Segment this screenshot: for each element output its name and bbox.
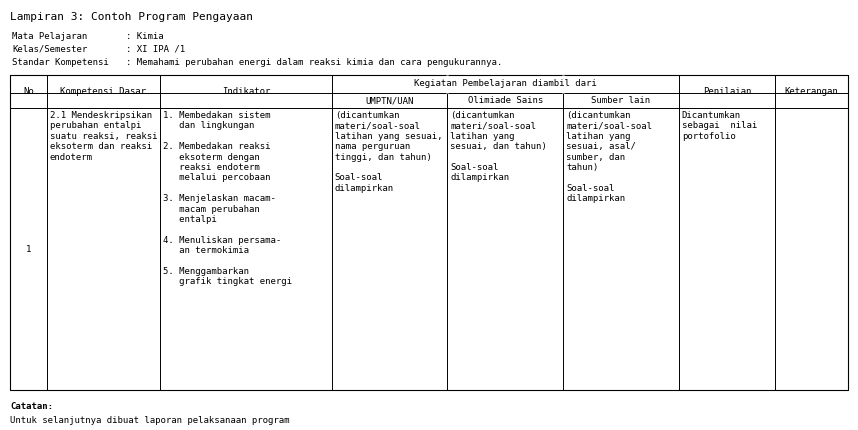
Text: : XI IPA /1: : XI IPA /1 [126,45,185,54]
Text: UMPTN/UAN: UMPTN/UAN [366,96,414,105]
Text: Olimiade Sains: Olimiade Sains [468,96,543,105]
Text: 1: 1 [26,245,31,254]
Text: Kegiatan Pembelajaran diambil dari: Kegiatan Pembelajaran diambil dari [414,80,596,89]
Text: (dicantumkan
materi/soal-soal
latihan yang sesuai,
nama perguruan
tinggi, dan ta: (dicantumkan materi/soal-soal latihan ya… [335,111,442,193]
Text: Standar Kompetensi: Standar Kompetensi [12,58,109,67]
Text: Sumber lain: Sumber lain [591,96,650,105]
Text: Lampiran 3: Contoh Program Pengayaan: Lampiran 3: Contoh Program Pengayaan [10,12,253,22]
Text: 1. Membedakan sistem
   dan lingkungan

2. Membedakan reaksi
   eksoterm dengan
: 1. Membedakan sistem dan lingkungan 2. M… [163,111,292,286]
Text: No: No [23,87,33,96]
Text: 2.1 Mendeskripsikan
perubahan entalpi
suatu reaksi, reaksi
eksoterm dan reaksi
e: 2.1 Mendeskripsikan perubahan entalpi su… [50,111,157,162]
Text: Dicantumkan
sebagai  nilai
portofolio: Dicantumkan sebagai nilai portofolio [682,111,757,141]
Bar [10,75,848,390]
Text: Indikator: Indikator [221,87,270,96]
Text: Mata Pelajaran: Mata Pelajaran [12,32,88,41]
Text: Kompetensi Dasar: Kompetensi Dasar [60,87,147,96]
Text: (dicantumkan
materi/soal-soal
latihan yang
sesuai, dan tahun)

Soal-soal
dilampi: (dicantumkan materi/soal-soal latihan ya… [450,111,547,182]
Text: Untuk selanjutnya dibuat laporan pelaksanaan program: Untuk selanjutnya dibuat laporan pelaksa… [10,416,289,425]
Text: Keterangan: Keterangan [785,87,838,96]
Text: Catatan:: Catatan: [10,402,53,411]
Text: (dicantumkan
materi/soal-soal
latihan yang
sesuai, asal/
sumber, dan
tahun)

Soa: (dicantumkan materi/soal-soal latihan ya… [566,111,652,203]
Text: Kelas/Semester: Kelas/Semester [12,45,88,54]
Text: : Kimia: : Kimia [126,32,164,41]
Text: : Memahami perubahan energi dalam reaksi kimia dan cara pengukurannya.: : Memahami perubahan energi dalam reaksi… [126,58,502,67]
Text: Penilaian: Penilaian [703,87,751,96]
